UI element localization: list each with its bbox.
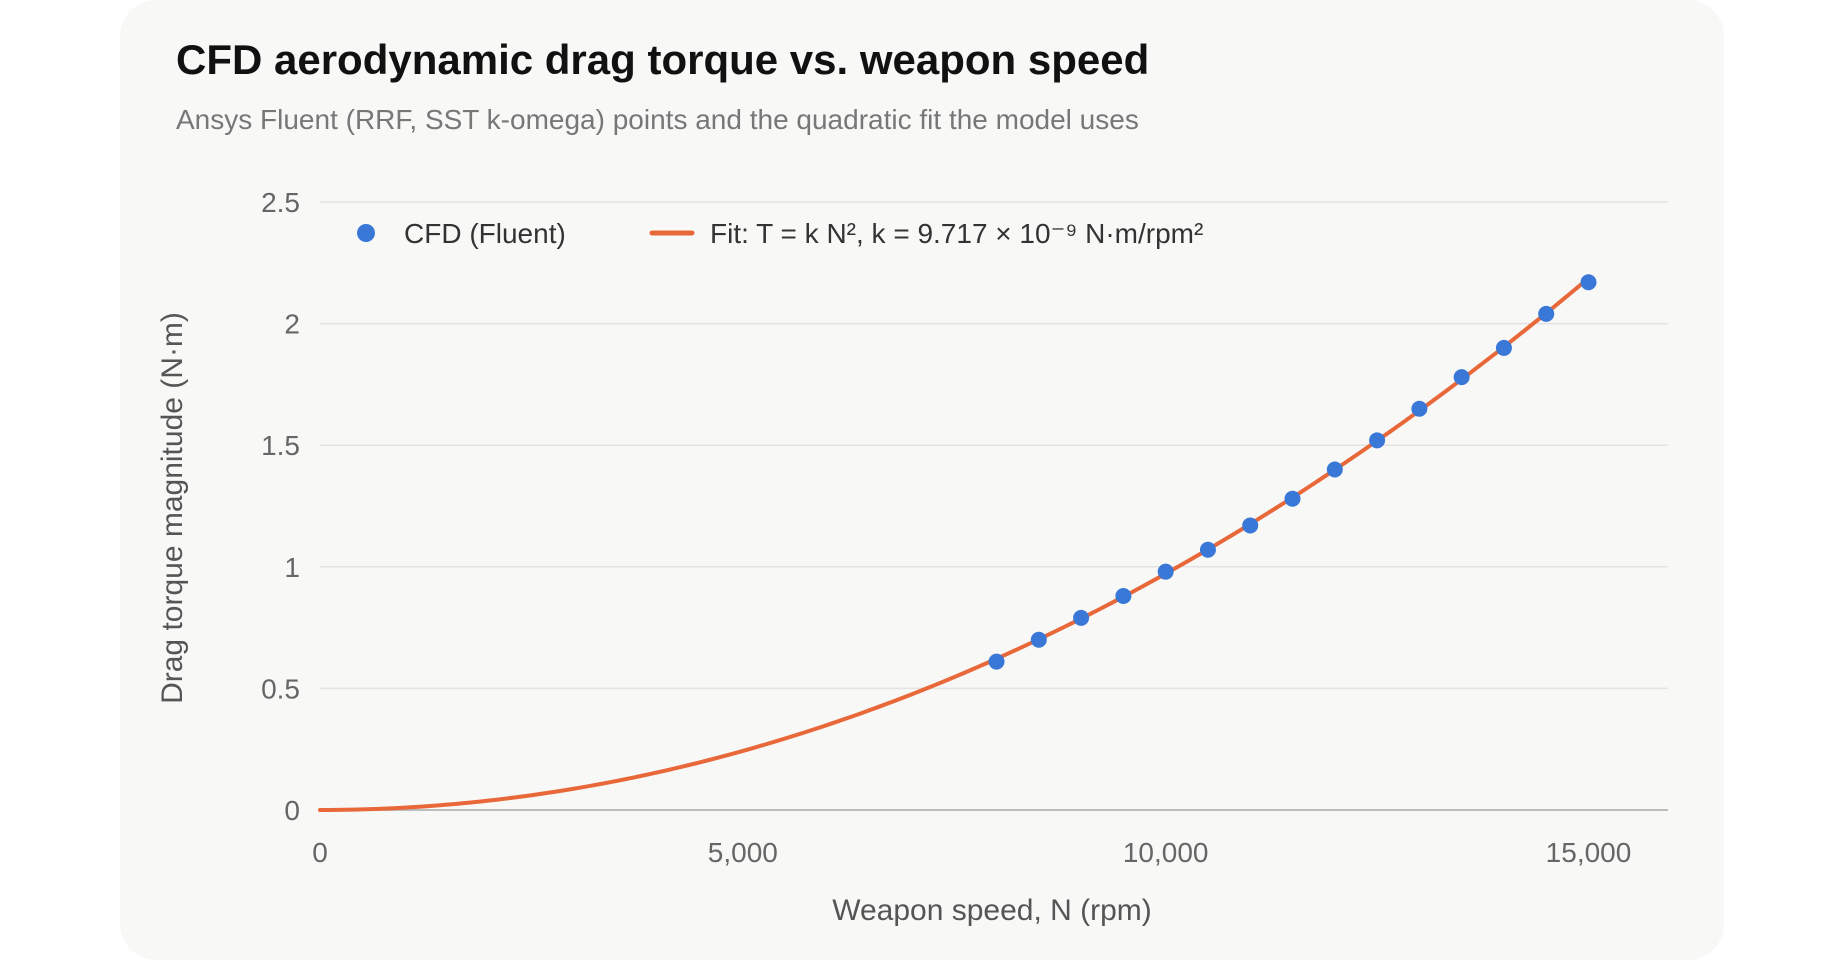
x-axis-ticks: 0 5,000 10,000 15,000 bbox=[312, 837, 1631, 868]
y-tick-label: 2.5 bbox=[261, 187, 300, 218]
cfd-data-point bbox=[1242, 517, 1259, 534]
cfd-data-point bbox=[1326, 461, 1343, 478]
cfd-data-point bbox=[1073, 609, 1090, 626]
cfd-data-point bbox=[1495, 339, 1512, 356]
legend-label-fit: Fit: T = k N², k = 9.717 × 10⁻⁹ N·m/rpm² bbox=[710, 218, 1203, 249]
cfd-data-point bbox=[1284, 490, 1301, 507]
x-tick-label: 0 bbox=[312, 837, 328, 868]
cfd-data-point bbox=[1157, 563, 1174, 580]
y-tick-label: 1.5 bbox=[261, 430, 300, 461]
cfd-data-point bbox=[1580, 274, 1597, 291]
cfd-points bbox=[988, 274, 1597, 670]
cfd-data-point bbox=[1199, 541, 1216, 558]
chart-subtitle: Ansys Fluent (RRF, SST k-omega) points a… bbox=[176, 104, 1139, 135]
y-tick-label: 0.5 bbox=[261, 673, 300, 704]
x-tick-label: 5,000 bbox=[708, 837, 778, 868]
y-tick-label: 0 bbox=[284, 795, 300, 826]
y-axis-ticks: 0 0.5 1 1.5 2 2.5 bbox=[261, 187, 300, 826]
cfd-data-point bbox=[1030, 631, 1047, 648]
y-tick-label: 2 bbox=[284, 309, 300, 340]
cfd-data-point bbox=[1538, 305, 1555, 322]
chart-card bbox=[120, 0, 1724, 960]
cfd-data-point bbox=[1411, 400, 1428, 417]
gridlines bbox=[320, 201, 1668, 690]
legend-marker-cfd bbox=[357, 224, 375, 242]
x-tick-label: 15,000 bbox=[1546, 837, 1632, 868]
cfd-data-point bbox=[1115, 587, 1132, 604]
cfd-data-point bbox=[988, 653, 1005, 670]
y-axis-label: Drag torque magnitude (N·m) bbox=[156, 312, 189, 704]
legend: CFD (Fluent) Fit: T = k N², k = 9.717 × … bbox=[357, 218, 1203, 249]
cfd-data-point bbox=[1369, 432, 1386, 449]
x-tick-label: 10,000 bbox=[1123, 837, 1209, 868]
chart-title: CFD aerodynamic drag torque vs. weapon s… bbox=[176, 36, 1150, 83]
cfd-data-point bbox=[1453, 369, 1470, 386]
y-tick-label: 1 bbox=[284, 552, 300, 583]
x-axis-label: Weapon speed, N (rpm) bbox=[832, 894, 1152, 927]
legend-label-cfd: CFD (Fluent) bbox=[404, 218, 566, 249]
fit-curve-line bbox=[318, 276, 1591, 812]
